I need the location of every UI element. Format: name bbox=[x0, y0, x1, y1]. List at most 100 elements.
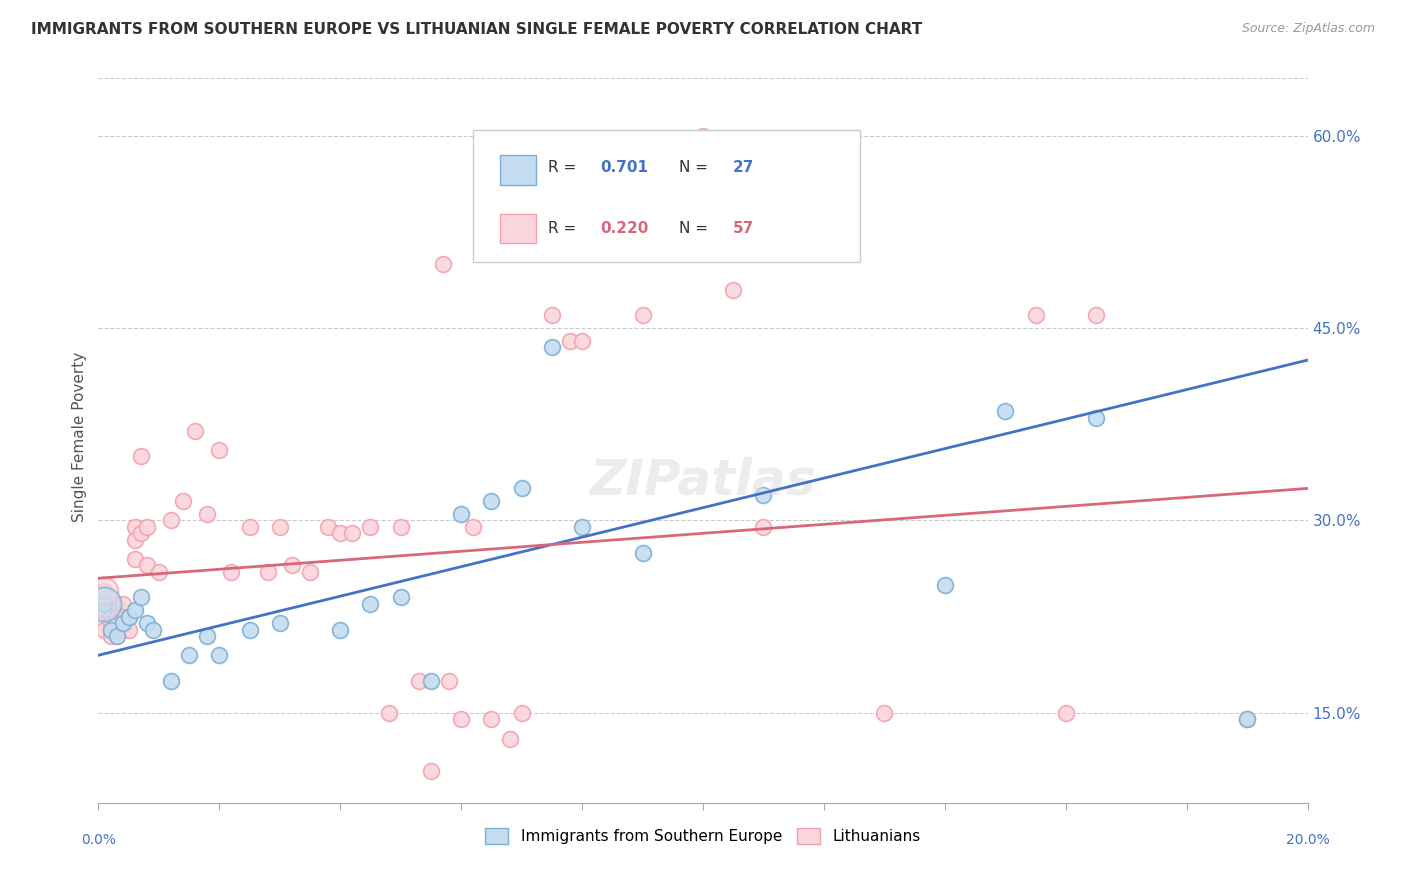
Point bbox=[540, 340, 562, 354]
Text: 0.701: 0.701 bbox=[600, 161, 648, 176]
Point bbox=[692, 128, 714, 143]
Point bbox=[129, 591, 152, 605]
Point bbox=[93, 597, 115, 611]
FancyBboxPatch shape bbox=[501, 155, 536, 185]
Point bbox=[124, 603, 146, 617]
Text: 27: 27 bbox=[734, 161, 755, 176]
Text: 57: 57 bbox=[734, 221, 755, 236]
Point bbox=[118, 609, 141, 624]
Point bbox=[463, 520, 485, 534]
Point bbox=[93, 584, 115, 599]
Point bbox=[360, 520, 382, 534]
Point bbox=[1236, 712, 1258, 726]
Point bbox=[752, 520, 775, 534]
Point bbox=[118, 609, 141, 624]
Point bbox=[481, 494, 503, 508]
Point bbox=[299, 565, 322, 579]
Point bbox=[510, 706, 533, 720]
Point bbox=[1085, 410, 1108, 425]
Point bbox=[631, 545, 654, 559]
Text: R =: R = bbox=[548, 161, 581, 176]
Point bbox=[389, 591, 412, 605]
Point bbox=[1085, 308, 1108, 322]
Point bbox=[377, 706, 399, 720]
Point bbox=[450, 712, 472, 726]
Point bbox=[118, 623, 141, 637]
Point bbox=[342, 526, 364, 541]
Point bbox=[100, 623, 122, 637]
Point bbox=[420, 764, 443, 778]
Point bbox=[498, 731, 520, 746]
Point bbox=[1024, 308, 1046, 322]
FancyBboxPatch shape bbox=[474, 130, 860, 261]
Point bbox=[100, 623, 122, 637]
Point bbox=[360, 597, 382, 611]
Point bbox=[105, 609, 128, 624]
Point bbox=[558, 334, 581, 348]
Text: Source: ZipAtlas.com: Source: ZipAtlas.com bbox=[1241, 22, 1375, 36]
Point bbox=[195, 507, 218, 521]
Point bbox=[723, 283, 745, 297]
Point bbox=[100, 629, 122, 643]
Point bbox=[100, 616, 122, 631]
Point bbox=[172, 494, 194, 508]
Point bbox=[408, 673, 430, 688]
Point bbox=[195, 629, 218, 643]
Point bbox=[100, 609, 122, 624]
Point bbox=[135, 520, 157, 534]
Point bbox=[208, 442, 231, 457]
Point bbox=[752, 488, 775, 502]
Point bbox=[124, 552, 146, 566]
Point bbox=[571, 334, 593, 348]
Point bbox=[93, 603, 115, 617]
Text: N =: N = bbox=[679, 161, 713, 176]
Point bbox=[142, 623, 165, 637]
Point bbox=[105, 597, 128, 611]
Point bbox=[510, 482, 533, 496]
Point bbox=[269, 616, 291, 631]
Point bbox=[571, 520, 593, 534]
Point bbox=[1054, 706, 1077, 720]
Point bbox=[105, 629, 128, 643]
Point bbox=[221, 565, 243, 579]
Point bbox=[135, 558, 157, 573]
Point bbox=[135, 616, 157, 631]
Point bbox=[129, 450, 152, 464]
Point bbox=[111, 616, 134, 631]
Point bbox=[269, 520, 291, 534]
Point bbox=[208, 648, 231, 663]
Y-axis label: Single Female Poverty: Single Female Poverty bbox=[72, 352, 87, 522]
Text: 20.0%: 20.0% bbox=[1285, 833, 1330, 847]
Point bbox=[111, 609, 134, 624]
Point bbox=[329, 526, 352, 541]
Point bbox=[389, 520, 412, 534]
Point bbox=[420, 673, 443, 688]
Point bbox=[160, 514, 183, 528]
Point bbox=[281, 558, 304, 573]
Point bbox=[450, 507, 472, 521]
Point bbox=[111, 597, 134, 611]
Text: IMMIGRANTS FROM SOUTHERN EUROPE VS LITHUANIAN SINGLE FEMALE POVERTY CORRELATION : IMMIGRANTS FROM SOUTHERN EUROPE VS LITHU… bbox=[31, 22, 922, 37]
Point bbox=[93, 623, 115, 637]
Point bbox=[105, 616, 128, 631]
Text: 0.0%: 0.0% bbox=[82, 833, 115, 847]
Point bbox=[994, 404, 1017, 418]
Point bbox=[160, 673, 183, 688]
Point bbox=[934, 577, 956, 591]
FancyBboxPatch shape bbox=[501, 214, 536, 244]
Point bbox=[432, 257, 454, 271]
Text: ZIPatlas: ZIPatlas bbox=[589, 457, 817, 505]
Point bbox=[124, 520, 146, 534]
Text: R =: R = bbox=[548, 221, 581, 236]
Point bbox=[93, 616, 115, 631]
Point bbox=[256, 565, 278, 579]
Point bbox=[631, 308, 654, 322]
Point bbox=[329, 623, 352, 637]
Point bbox=[148, 565, 170, 579]
Point bbox=[873, 706, 896, 720]
Point bbox=[316, 520, 339, 534]
Point bbox=[481, 712, 503, 726]
Point bbox=[124, 533, 146, 547]
Point bbox=[179, 648, 201, 663]
Point bbox=[540, 308, 562, 322]
